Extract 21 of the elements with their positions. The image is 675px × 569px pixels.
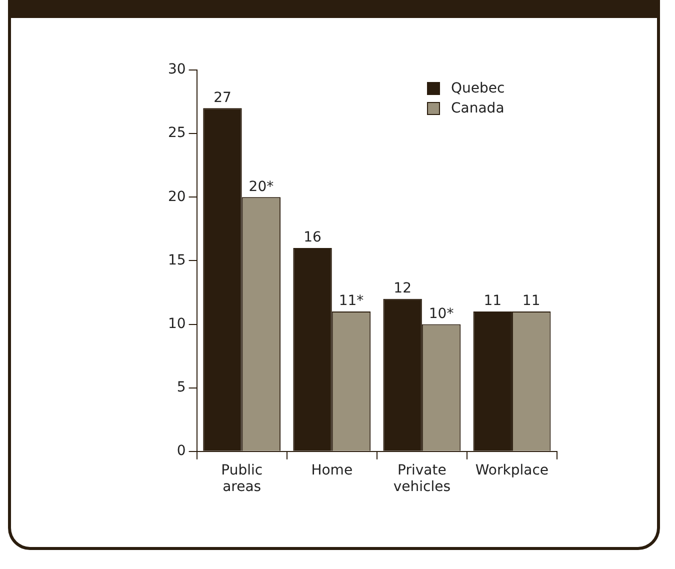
legend-label: Canada [451,100,504,117]
data-label: 10* [428,306,454,322]
data-label: 16 [304,230,322,246]
y-tick-label: 15 [168,252,186,268]
y-tick-label: 5 [176,379,186,396]
data-label: 11 [522,293,540,310]
y-tick-label: 0 [176,443,186,460]
x-tick-label: Public areas [221,462,263,496]
legend-label: Quebec [451,80,505,97]
data-label: 12 [394,280,412,296]
x-tick-label: Workplace [475,462,549,478]
data-label: 20* [248,178,274,195]
y-tick-label: 10 [168,316,186,332]
data-label: 11* [338,293,364,310]
y-tick-label: 30 [168,62,186,78]
x-tick-label: Home [311,462,353,478]
data-label: 27 [214,90,232,106]
y-tick-label: 25 [168,125,186,142]
x-tick-label: Private vehicles [393,462,451,496]
y-tick-label: 20 [168,188,186,205]
data-label: 11 [484,293,502,310]
